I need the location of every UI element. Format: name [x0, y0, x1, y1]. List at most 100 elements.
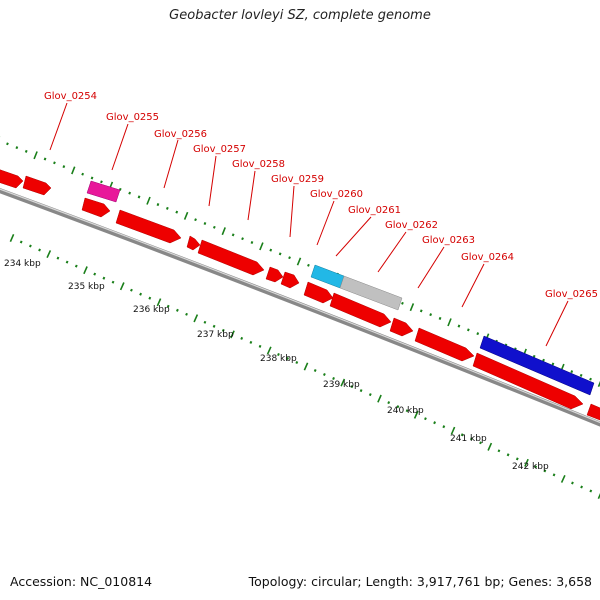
minor-tick — [56, 256, 60, 260]
minor-tick — [93, 272, 97, 276]
minor-tick — [231, 233, 235, 237]
gene-label[interactable]: Glov_0261 — [348, 205, 401, 216]
minor-tick — [130, 288, 133, 292]
minor-tick — [469, 437, 473, 441]
gene-arrow[interactable] — [197, 239, 265, 276]
major-tick — [9, 233, 15, 243]
minor-tick — [203, 320, 207, 324]
minor-tick — [457, 324, 461, 328]
major-tick — [230, 330, 235, 339]
gene-arrow[interactable] — [280, 271, 300, 289]
gene-arrow[interactable] — [0, 168, 24, 189]
inner-tick-track — [9, 233, 600, 500]
kbp-label: 239 kbp — [323, 380, 360, 390]
gene-glov-0255[interactable] — [86, 180, 121, 203]
major-tick — [33, 151, 38, 160]
gene-label[interactable]: Glov_0254 — [44, 91, 97, 102]
gene-labels: Glov_0254 Glov_0255 Glov_0256 Glov_0257 … — [44, 91, 598, 300]
minor-tick — [128, 191, 132, 195]
major-tick — [266, 346, 272, 355]
kbp-label: 235 kbp — [68, 282, 105, 292]
gene-label[interactable]: Glov_0265 — [545, 289, 598, 300]
minor-tick — [90, 176, 94, 180]
minor-tick — [156, 203, 160, 207]
gene-arrow[interactable] — [329, 292, 392, 328]
gene-label[interactable]: Glov_0260 — [310, 189, 363, 200]
gene-glov-0265[interactable] — [479, 335, 595, 396]
major-tick — [146, 196, 151, 205]
minor-tick — [401, 301, 404, 305]
minor-tick — [350, 385, 354, 389]
minor-tick — [240, 336, 244, 340]
gene-glov-0260[interactable] — [310, 264, 345, 289]
gene-arrow[interactable] — [186, 235, 201, 251]
minor-tick — [506, 453, 510, 457]
genome-backbone — [0, 188, 600, 427]
minor-tick — [466, 328, 470, 332]
gene-label-leaders — [49, 102, 569, 347]
gene-arrow[interactable] — [389, 317, 414, 337]
gene-arrow[interactable] — [81, 197, 111, 218]
minor-tick — [137, 195, 141, 199]
major-tick — [597, 380, 600, 388]
gene-label[interactable]: Glov_0259 — [271, 174, 324, 185]
major-tick — [340, 378, 346, 387]
minor-tick — [62, 165, 66, 169]
kbp-label: 238 kbp — [260, 354, 297, 364]
minor-tick — [387, 401, 391, 405]
minor-tick — [419, 309, 423, 313]
gene-arrow[interactable] — [303, 281, 334, 304]
major-tick — [221, 227, 226, 236]
major-tick — [156, 298, 162, 307]
minor-tick — [295, 360, 299, 365]
gene-arrow[interactable] — [22, 175, 52, 196]
minor-tick — [332, 377, 335, 380]
major-tick — [193, 314, 199, 323]
minor-tick — [250, 241, 254, 244]
major-tick — [524, 458, 529, 467]
gene-label[interactable]: Glov_0264 — [461, 252, 514, 263]
gene-label[interactable]: Glov_0255 — [106, 112, 159, 123]
reverse-strand-genes — [81, 197, 600, 422]
minor-tick — [100, 180, 103, 184]
forward-strand-genes — [0, 168, 595, 396]
gene-glov-0261[interactable] — [339, 275, 403, 311]
kbp-label: 241 kbp — [450, 434, 487, 444]
gene-arrow[interactable] — [414, 327, 475, 362]
minor-tick — [28, 244, 32, 248]
minor-tick — [212, 225, 216, 229]
minor-tick — [534, 465, 538, 469]
gene-label[interactable]: Glov_0257 — [193, 144, 246, 155]
major-tick — [560, 474, 566, 483]
minor-tick — [570, 370, 574, 374]
minor-tick — [359, 389, 363, 393]
kbp-labels: 234 kbp 235 kbp 236 kbp 237 kbp 238 kbp … — [4, 259, 549, 472]
gene-arrow[interactable] — [115, 209, 182, 244]
gene-label[interactable]: Glov_0256 — [154, 129, 207, 140]
gene-arrow[interactable] — [265, 266, 284, 283]
minor-tick — [221, 328, 225, 332]
minor-tick — [479, 441, 482, 445]
minor-tick — [322, 372, 326, 377]
major-tick — [413, 410, 419, 419]
gene-label[interactable]: Glov_0262 — [385, 220, 438, 231]
topology-text: Topology: circular; Length: 3,917,761 bp… — [248, 574, 592, 589]
gene-label[interactable]: Glov_0263 — [422, 235, 475, 246]
major-tick — [447, 318, 452, 327]
minor-tick — [579, 373, 583, 377]
genome-title: Geobacter lovleyi SZ, complete genome — [169, 8, 431, 23]
minor-tick — [111, 280, 115, 284]
minor-tick — [288, 256, 291, 260]
minor-tick — [580, 485, 584, 489]
minor-tick — [460, 433, 464, 437]
gene-arrow[interactable] — [472, 352, 584, 410]
gene-arrow[interactable] — [586, 403, 600, 422]
minor-tick — [15, 146, 19, 150]
minor-tick — [19, 240, 23, 244]
gene-label[interactable]: Glov_0258 — [232, 159, 285, 170]
minor-tick — [424, 417, 427, 421]
major-tick — [183, 211, 189, 220]
minor-tick — [476, 332, 480, 336]
